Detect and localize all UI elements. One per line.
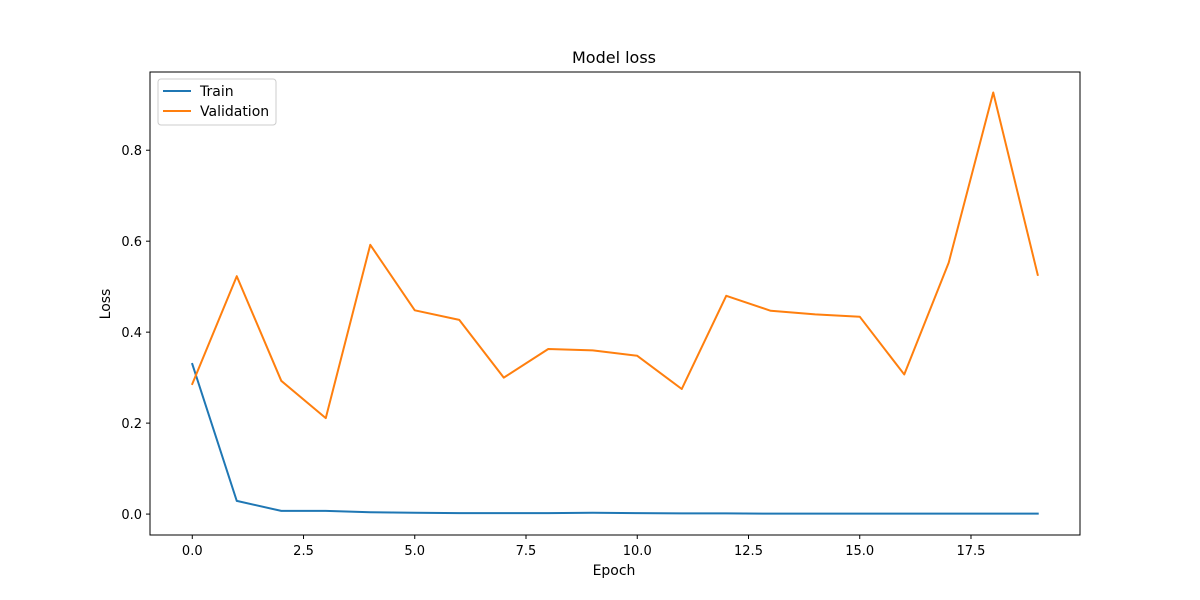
y-tick-label: 0.8 <box>121 144 142 159</box>
x-tick-label: 12.5 <box>734 544 763 559</box>
x-tick-label: 15.0 <box>845 544 874 559</box>
plot-layer: 0.0 2.5 5.0 7.5 10.0 12.5 15.0 17.5 0.0 0.2 0.4 0.6… <box>121 71 1081 559</box>
x-tick-label: 7.5 <box>516 544 537 559</box>
chart-title: Model loss <box>572 48 656 67</box>
y-axis-label: Loss <box>98 289 114 320</box>
x-tick-label: 5.0 <box>404 544 425 559</box>
legend-label-validation: Validation <box>200 104 269 120</box>
x-tick-label: 17.5 <box>957 544 986 559</box>
y-tick-label: 0.2 <box>121 417 142 432</box>
legend-label-train: Train <box>199 84 234 100</box>
y-tick-label: 0.6 <box>121 235 142 250</box>
y-tick-label: 0.4 <box>121 326 142 341</box>
series-line-train <box>191 362 1039 515</box>
x-axis-label: Epoch <box>593 563 636 579</box>
x-tick-label: 0.0 <box>182 544 203 559</box>
series-line-validation <box>190 91 1039 420</box>
plot-frame <box>149 71 1081 536</box>
y-tick-label: 0.0 <box>121 508 142 523</box>
x-tick-label: 2.5 <box>293 544 314 559</box>
x-tick-label: 10.0 <box>623 544 652 559</box>
